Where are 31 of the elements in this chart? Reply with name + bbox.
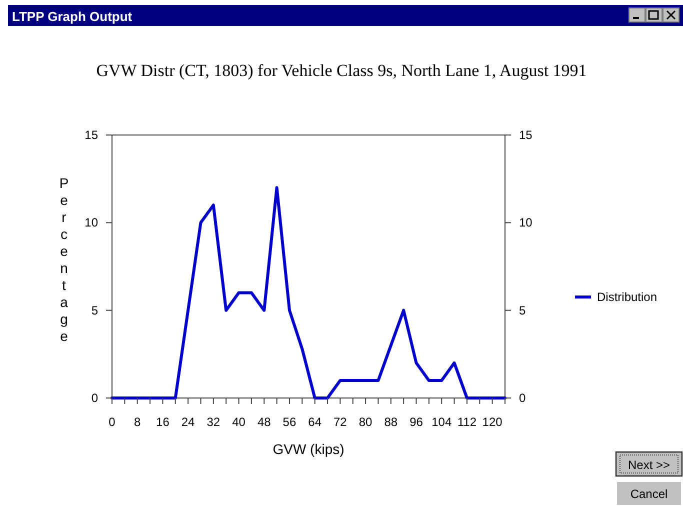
legend-label: Distribution xyxy=(597,290,658,304)
x-tick-label: 48 xyxy=(257,415,272,429)
x-tick-label: 96 xyxy=(410,415,424,429)
y-tick-label: 10 xyxy=(84,216,98,230)
x-tick-label: 40 xyxy=(232,415,246,429)
y2-tick-label: 10 xyxy=(519,216,533,230)
x-tick-label: 24 xyxy=(181,415,196,429)
y-tick-label: 0 xyxy=(91,391,98,405)
x-tick-label: 56 xyxy=(282,415,296,429)
y2-tick-label: 5 xyxy=(519,303,526,318)
text: Percentage xyxy=(59,175,69,344)
x-tick-label: 104 xyxy=(432,415,452,429)
text: LTPP Graph Output xyxy=(12,9,133,24)
x-tick-label: 8 xyxy=(134,415,142,429)
y2-tick-label: 0 xyxy=(519,391,526,405)
next-button: Next >> xyxy=(616,452,682,476)
x-tick-label: 16 xyxy=(156,415,170,429)
y-tick-label: 5 xyxy=(91,303,98,318)
x-tick-label: 0 xyxy=(108,415,116,429)
y-tick-label: 15 xyxy=(84,128,98,142)
x-tick-label: 88 xyxy=(384,415,398,429)
x-tick-label: 80 xyxy=(358,415,373,429)
y2-tick-label: 15 xyxy=(519,128,533,142)
x-tick-label: 120 xyxy=(482,415,503,429)
x-tick-label: 112 xyxy=(457,415,477,429)
x-axis-title: GVW (kips) xyxy=(272,441,344,457)
x-tick-label: 72 xyxy=(334,415,348,429)
x-tick-label: 32 xyxy=(206,415,220,429)
cancel-button: Cancel xyxy=(617,482,681,505)
chart-title: GVW Distr (CT, 1803) for Vehicle Class 9s, North Lane 1, August 1991 xyxy=(96,61,587,80)
x-tick-label: 64 xyxy=(308,415,322,429)
